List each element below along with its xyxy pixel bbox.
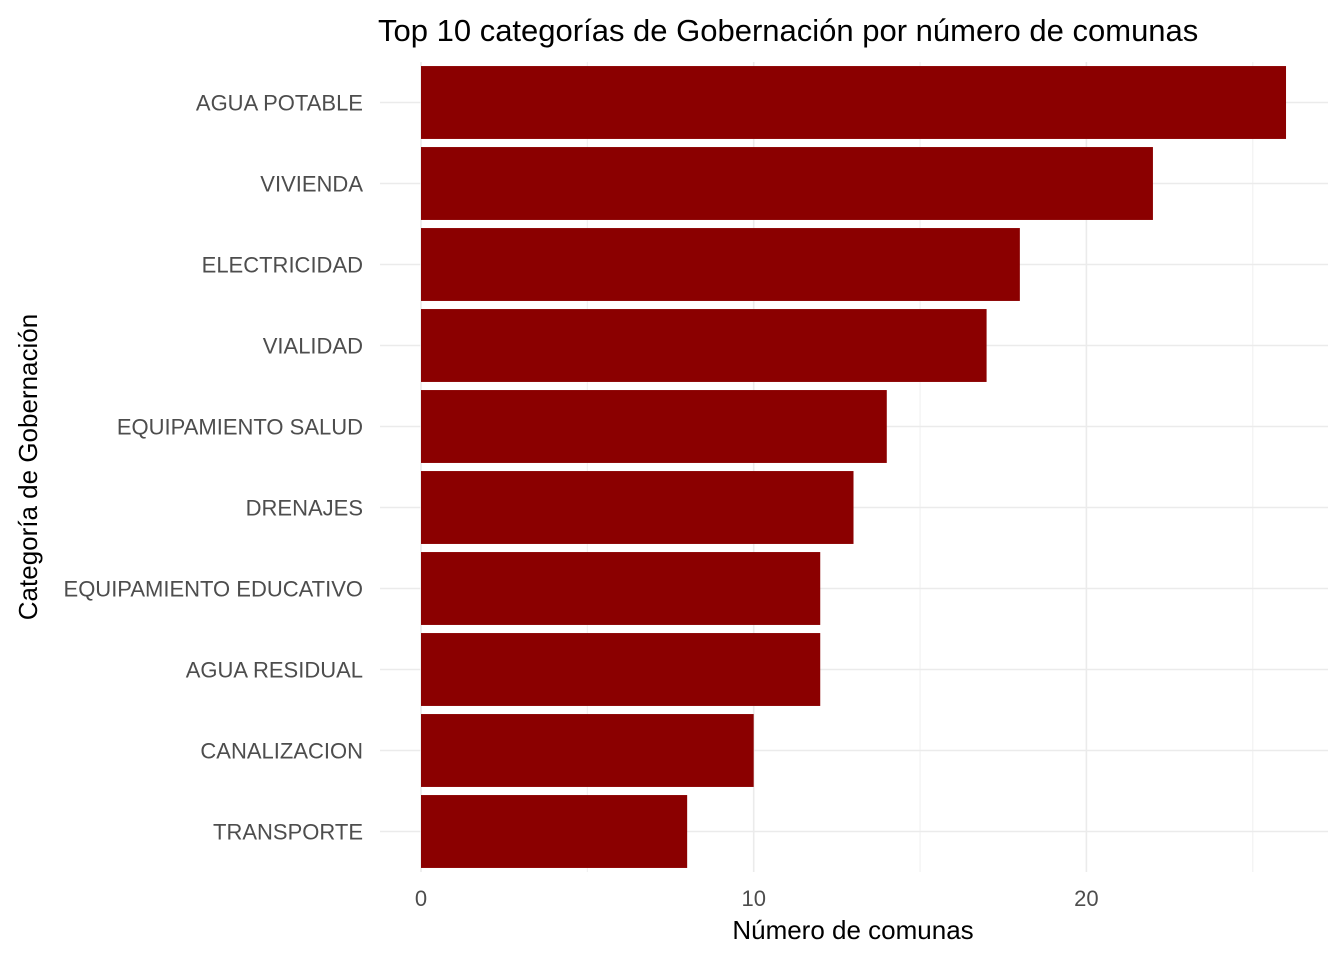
bar-equipamiento-educativo <box>421 552 821 625</box>
x-tick-label-1: 10 <box>741 886 765 911</box>
bar-vivienda <box>421 147 1153 220</box>
y-tick-label-6: EQUIPAMIENTO EDUCATIVO <box>64 577 363 602</box>
y-tick-label-1: VIVIENDA <box>260 172 363 197</box>
bar-electricidad <box>421 228 1020 301</box>
bar-agua-potable <box>421 66 1287 139</box>
y-tick-label-8: CANALIZACION <box>200 739 363 764</box>
y-tick-label-3: VIALIDAD <box>263 334 363 359</box>
y-tick-label-9: TRANSPORTE <box>213 820 363 845</box>
y-tick-label-2: ELECTRICIDAD <box>202 253 363 278</box>
bar-drenajes <box>421 471 854 544</box>
x-axis-title: Número de comunas <box>732 915 973 945</box>
bar-canalizacion <box>421 714 754 787</box>
y-tick-label-0: AGUA POTABLE <box>196 91 363 116</box>
bar-transporte <box>421 795 688 868</box>
y-tick-labels: AGUA POTABLE VIVIENDA ELECTRICIDAD VIALIDAD… <box>64 91 364 845</box>
bar-agua-residual <box>421 633 821 706</box>
bar-equipamiento-salud <box>421 390 887 463</box>
x-tick-label-2: 20 <box>1074 886 1098 911</box>
bar-vialidad <box>421 309 987 382</box>
bars <box>421 66 1287 868</box>
chart-title: Top 10 categorías de Gobernación por núm… <box>378 13 1198 48</box>
y-tick-label-4: EQUIPAMIENTO SALUD <box>117 415 363 440</box>
y-tick-label-7: AGUA RESIDUAL <box>186 658 363 683</box>
y-tick-label-5: DRENAJES <box>246 496 363 521</box>
y-axis-title: Categoría de Gobernación <box>13 314 43 620</box>
x-tick-label-0: 0 <box>415 886 427 911</box>
x-tick-labels: 0 10 20 <box>415 886 1099 911</box>
